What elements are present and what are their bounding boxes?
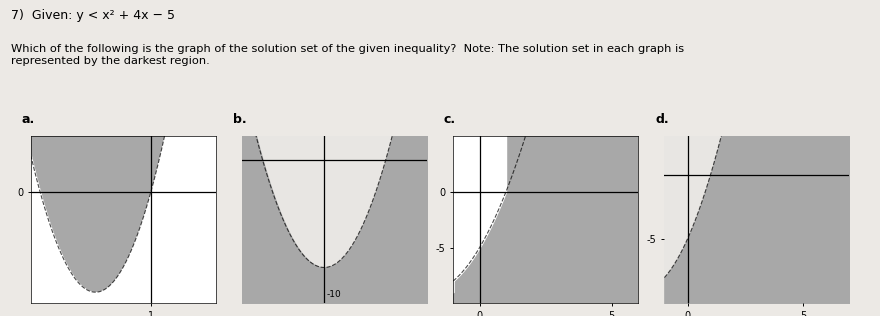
Text: c.: c. [444, 113, 456, 126]
Text: b.: b. [233, 113, 246, 126]
Text: Which of the following is the graph of the solution set of the given inequality?: Which of the following is the graph of t… [11, 44, 684, 66]
Text: d.: d. [655, 113, 669, 126]
Text: -10: -10 [327, 290, 341, 299]
Text: 7)  Given: y < x² + 4x − 5: 7) Given: y < x² + 4x − 5 [11, 9, 174, 22]
Text: a.: a. [22, 113, 35, 126]
